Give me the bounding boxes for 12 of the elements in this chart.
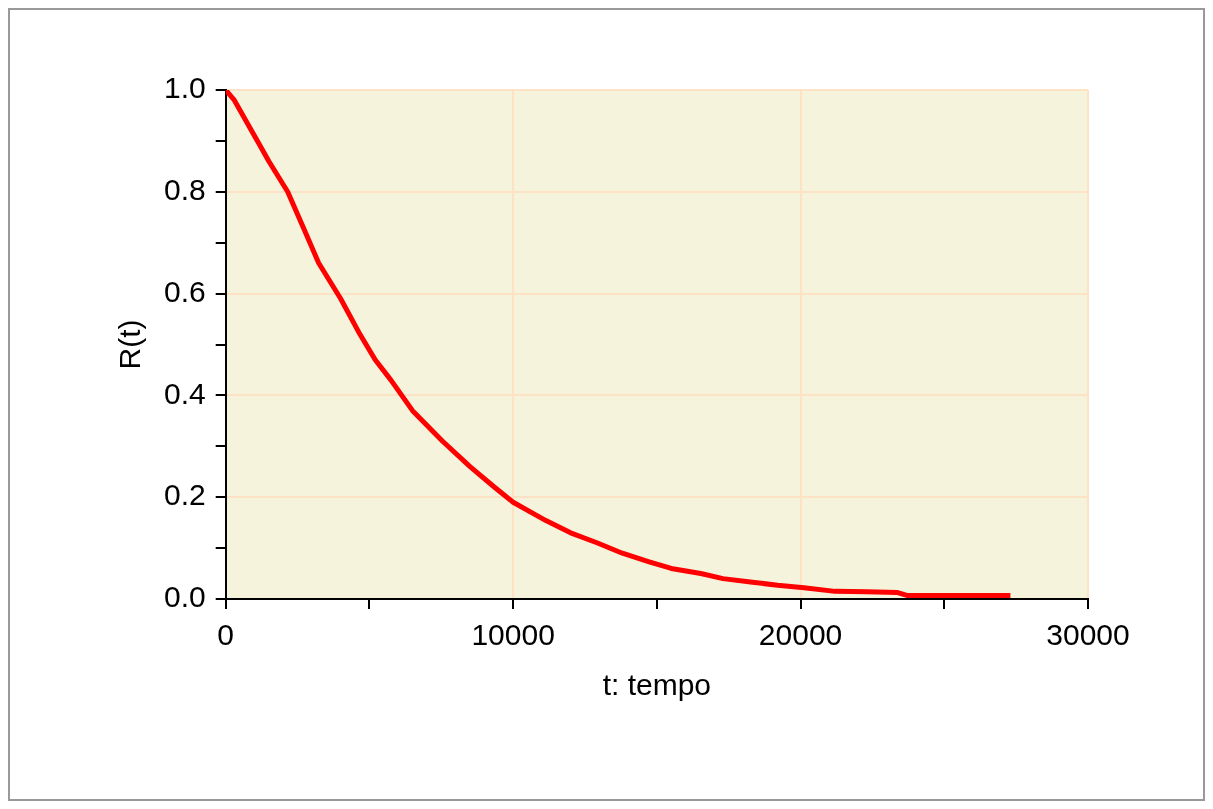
y-tick-label: 0.6	[163, 274, 206, 308]
x-axis-title: t: tempo	[602, 668, 712, 702]
x-tick-label: 10000	[471, 618, 555, 652]
y-tick-label: 0.2	[163, 478, 206, 512]
x-tick-label: 20000	[758, 618, 843, 652]
y-tick-label: 0.8	[163, 173, 206, 207]
x-tick-label: 0	[217, 618, 235, 652]
x-tick-label: 30000	[1046, 618, 1130, 652]
y-tick-label: 0.4	[163, 376, 206, 410]
y-tick-label: 1.0	[163, 71, 206, 105]
y-tick-label: 0.0	[163, 580, 206, 614]
y-axis-title: R(t)	[113, 319, 147, 370]
